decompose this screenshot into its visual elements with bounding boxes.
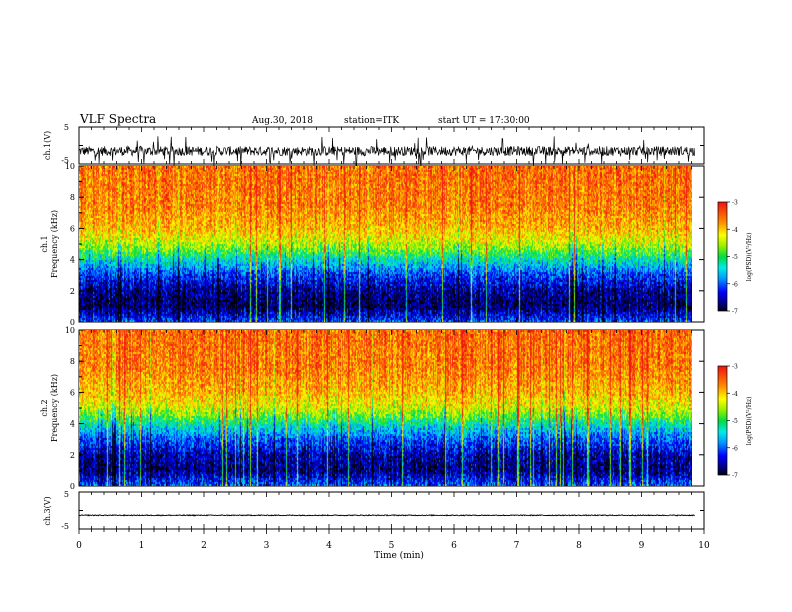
- xtick-label: 1: [139, 541, 145, 551]
- xtick-label: 8: [576, 541, 582, 551]
- ch2-colorbar-tick-label: -4: [732, 391, 738, 398]
- panel-ch3-waveform: 5 -5 ch.3(V): [43, 490, 705, 531]
- ch3-waveform-ytick-bottom: -5: [61, 522, 69, 531]
- ch2-ytick-label: 4: [70, 420, 75, 429]
- ch2-colorbar-label: log(PSD)(V²/Hz): [746, 397, 753, 446]
- ch2-colorbar-tick-label: -7: [732, 473, 738, 480]
- ch1-colorbar-tick-label: -5: [732, 254, 738, 261]
- ch1-ytick-label: 4: [70, 256, 75, 265]
- panel-ch1-waveform-frame: [78, 126, 705, 165]
- ch2-ytick-label: 8: [70, 357, 75, 366]
- ch1-spectrogram-image: [79, 166, 692, 322]
- ch1-ytick-label: 8: [70, 193, 75, 202]
- ch1-ytick-label: 6: [70, 224, 75, 233]
- ch1-ylabel-frequency: Frequency (kHz): [50, 210, 59, 278]
- figure-title: VLF Spectra: [79, 112, 156, 126]
- ch1-ytick-label: 0: [70, 318, 75, 327]
- header-date: Aug.30, 2018: [251, 116, 313, 126]
- xtick-label: 0: [76, 541, 82, 551]
- header-station: station=ITK: [344, 116, 399, 126]
- ch1-colorbar-tick-label: -6: [732, 281, 738, 288]
- panel-ch1-waveform: 5 -5 ch.1(V): [43, 123, 705, 168]
- ch1-colorbar-tick-label: -7: [732, 309, 738, 316]
- ch2-colorbar-tick-label: -5: [732, 418, 738, 425]
- header-start-time: start UT = 17:30:00: [438, 116, 530, 126]
- ch2-ylabel-frequency: Frequency (kHz): [50, 374, 59, 442]
- ch1-waveform-line: [78, 136, 695, 168]
- xtick-label: 2: [201, 541, 207, 551]
- xtick-label: 5: [389, 541, 395, 551]
- ch1-ylabel-channel: ch.1: [40, 235, 49, 252]
- ch2-spectrogram-image: [79, 330, 692, 486]
- ch3-waveform-ylabel: ch.3(V): [43, 496, 52, 525]
- x-axis-label: Time (min): [374, 550, 424, 561]
- ch2-colorbar-tick-label: -3: [732, 364, 738, 371]
- ch2-colorbar-tick-label: -6: [732, 445, 738, 452]
- ch2-ytick-label: 6: [70, 388, 75, 397]
- xtick-label: 6: [451, 541, 457, 551]
- ch1-colorbar: [718, 202, 727, 311]
- ch1-ytick-label: 10: [65, 162, 75, 171]
- ch2-ytick-label: 0: [70, 482, 75, 491]
- ch3-waveform-ytick-top: 5: [64, 490, 69, 499]
- ch1-colorbar-tick-label: -4: [732, 227, 738, 234]
- ch2-ytick-label: 2: [70, 451, 75, 460]
- ch1-ytick-label: 2: [70, 287, 75, 296]
- xtick-label: 3: [264, 541, 270, 551]
- xtick-label: 7: [514, 541, 520, 551]
- ch1-colorbar-label: log(PSD)(V²/Hz): [746, 233, 753, 282]
- ch2-ylabel-channel: ch.2: [40, 399, 49, 416]
- ch3-waveform-line: [78, 514, 695, 517]
- ch1-waveform-ytick-top: 5: [64, 123, 69, 132]
- ch1-waveform-ytick-bottom: -5: [61, 156, 69, 165]
- xtick-label: 4: [326, 541, 332, 551]
- panel-ch3-waveform-frame: [78, 491, 705, 530]
- ch1-colorbar-tick-label: -3: [732, 200, 738, 207]
- ch1-waveform-ylabel: ch.1(V): [43, 131, 52, 160]
- ch2-ytick-label: 10: [65, 326, 75, 335]
- ch2-colorbar: [718, 366, 727, 475]
- xtick-label: 9: [639, 541, 645, 551]
- generated-chart-marks: 0 2 4 6 8 10 -3 -4 -5 -6 -7 0 2 4 6 8 10 -3 -4 -5 -6 -7 0 1 2 3 4 5…: [65, 126, 738, 551]
- xtick-label: 10: [698, 541, 710, 551]
